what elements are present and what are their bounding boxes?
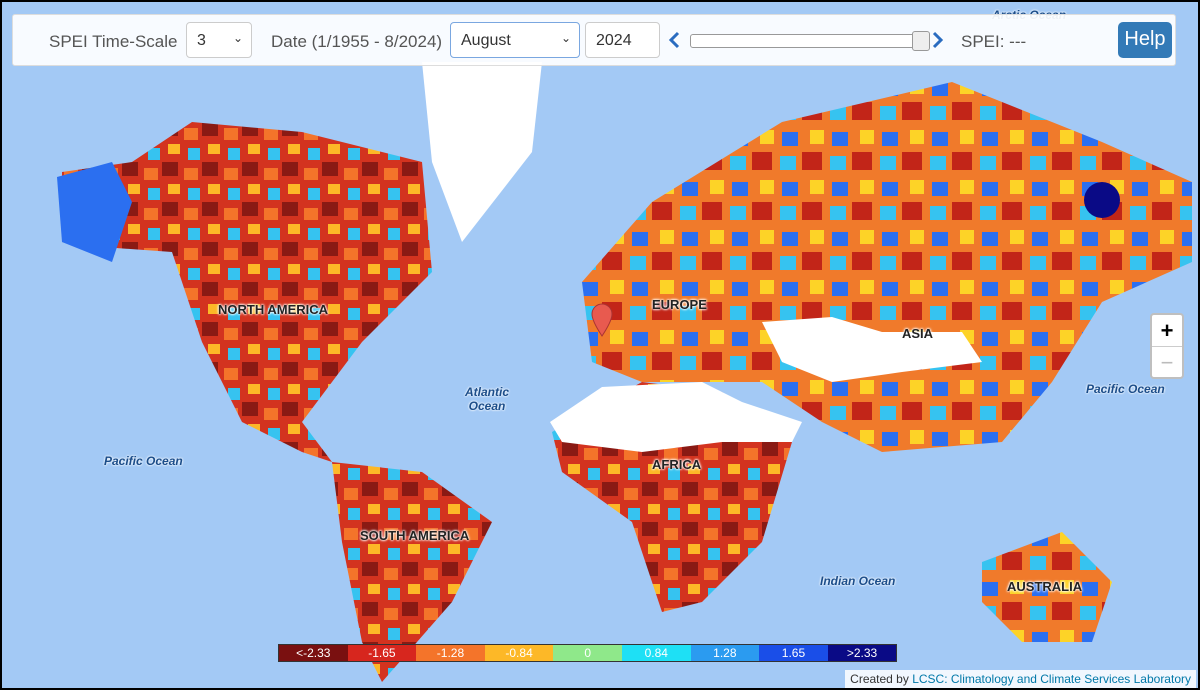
legend-item: 1.65 [759,645,828,661]
help-button[interactable]: Help [1118,22,1172,58]
slider-thumb[interactable] [912,31,930,51]
ocean-label: Pacific Ocean [104,454,183,468]
select-caret: ⌄ [232,31,243,45]
legend-item: -1.28 [416,645,485,661]
next-button[interactable] [930,31,944,49]
ocean-label: Pacific Ocean [1086,382,1165,396]
date-slider[interactable] [690,31,930,51]
zoom-out[interactable]: − [1160,350,1174,375]
spei-readout: SPEI: --- [961,32,1027,51]
attribution: Created by LCSC: Climatology and Climate… [845,670,1196,688]
continent-label: ASIA [902,326,934,341]
date-label: Date (1/1955 - 8/2024) [271,32,443,51]
attribution-link[interactable]: LCSC: Climatology and Climate Services L… [912,672,1191,686]
timescale-label: SPEI Time-Scale [49,32,178,51]
continent-label: AFRICA [652,457,702,472]
continent-label: EUROPE [652,297,707,312]
month-value: August [461,32,511,49]
legend-item: 0.84 [621,645,691,661]
legend-item: 1.28 [690,645,760,661]
ocean-label: Atlantic Ocean [464,385,509,413]
month-select[interactable]: August ⌄ [450,22,580,58]
timescale-value: 3 [197,32,206,49]
legend: <-2.33 -1.65 -1.28 -0.84 0 0.84 1.28 1.65 >2.33 [278,644,898,662]
legend-item: <-2.33 [279,645,348,661]
continent-label: AUSTRALIA [1007,579,1083,594]
zoom-control: + − [1150,313,1184,379]
legend-item: 0 [553,645,622,661]
year-value: 2024 [596,32,632,49]
legend-item: -0.84 [484,645,554,661]
ocean-label: Indian Ocean [820,574,896,588]
legend-item: -1.65 [347,645,417,661]
timescale-select[interactable]: 3 ⌄ [186,22,252,58]
prev-button[interactable] [668,31,682,49]
continent-label: NORTH AMERICA [218,302,329,317]
year-input[interactable]: 2024 [585,22,660,58]
select-caret: ⌄ [560,31,571,45]
land [57,62,1192,682]
attribution-prefix: Created by [850,672,909,686]
marker[interactable] [591,303,613,337]
zoom-in[interactable]: + [1152,315,1182,347]
continent-label: SOUTH AMERICA [360,528,470,543]
control-bar: SPEI Time-Scale 3 ⌄ Date (1/1955 - 8/2024… [12,14,1176,66]
legend-item: >2.33 [827,645,897,661]
